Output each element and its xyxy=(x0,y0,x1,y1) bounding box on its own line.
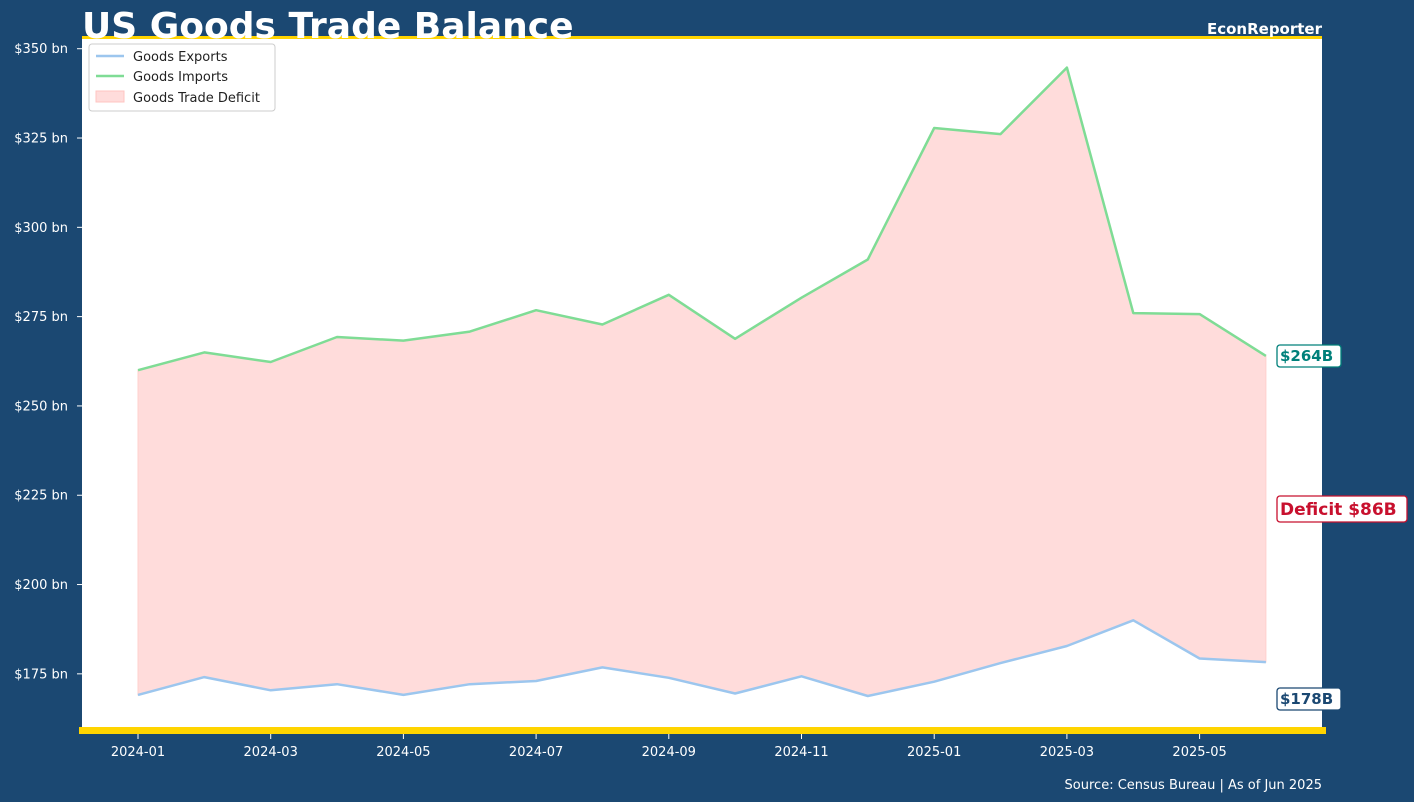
y-tick-label: $350 bn xyxy=(14,42,68,57)
y-tick-label: $300 bn xyxy=(14,221,68,236)
x-tick-label: 2025-01 xyxy=(907,745,961,760)
imports-last-box xyxy=(1276,344,1342,368)
deficit-last-label: Deficit $86B xyxy=(1280,500,1397,520)
imports-last-label: $264B xyxy=(1280,347,1333,365)
source-note: Source: Census Bureau | As of Jun 2025 xyxy=(1065,778,1322,793)
x-tick-label: 2024-09 xyxy=(642,745,696,760)
x-tick-label: 2025-05 xyxy=(1172,745,1226,760)
legend-label-deficit: Goods Trade Deficit xyxy=(133,91,260,106)
x-tick-label: 2024-03 xyxy=(244,745,298,760)
legend-box xyxy=(88,43,276,112)
x-tick-label: 2024-01 xyxy=(111,745,165,760)
legend-swatch-deficit xyxy=(95,90,125,103)
brand-label: EconReporter xyxy=(1207,20,1323,38)
y-tick-label: $225 bn xyxy=(14,489,68,504)
series-line-goods-imports xyxy=(137,66,1267,372)
imports-last-callout: $264B xyxy=(1276,344,1342,368)
exports-last-callout: $178B xyxy=(1276,687,1342,711)
chart-title: US Goods Trade Balance xyxy=(82,6,574,47)
deficit-last-callout: Deficit $86B xyxy=(1276,495,1408,523)
bottom-accent-rule xyxy=(79,727,1326,734)
legend: Goods Exports Goods Imports Goods Trade … xyxy=(88,43,276,112)
x-tick-label: 2024-11 xyxy=(774,745,828,760)
series-line-goods-exports xyxy=(137,619,1266,698)
legend-label-exports: Goods Exports xyxy=(133,50,228,65)
y-tick-label: $325 bn xyxy=(14,132,68,147)
y-tick-label: $200 bn xyxy=(14,578,68,593)
x-tick-label: 2024-05 xyxy=(376,745,430,760)
exports-last-box xyxy=(1276,687,1342,711)
x-tick-label: 2025-03 xyxy=(1040,745,1094,760)
y-tick-label: $275 bn xyxy=(14,310,68,325)
x-axis: 2024-01 2024-03 2024-05 2024-07 2024-09 2024-… xyxy=(111,734,1227,760)
exports-last-label: $178B xyxy=(1280,690,1333,708)
deficit-last-box xyxy=(1276,495,1408,523)
y-tick-label: $175 bn xyxy=(14,667,68,682)
y-axis: $175 bn $200 bn $225 bn $250 bn $275 bn $300 … xyxy=(14,42,82,682)
y-tick-label: $250 bn xyxy=(14,399,68,414)
series-lines-group xyxy=(137,66,1267,698)
top-accent-rule xyxy=(82,36,1322,39)
x-tick-label: 2024-07 xyxy=(509,745,563,760)
legend-label-imports: Goods Imports xyxy=(133,70,228,85)
